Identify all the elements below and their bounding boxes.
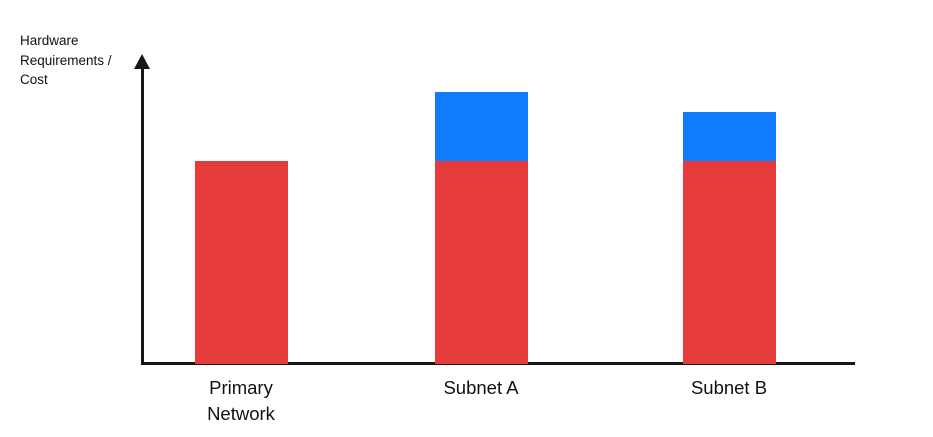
bar-segment-subnet-additional-cost-subnet-b [682, 112, 776, 161]
bar-segment-base-hardware-cost-subnet-a [434, 161, 528, 364]
bar-segment-subnet-additional-cost-subnet-a [434, 91, 528, 161]
x-tick-label-primary-network: Primary Network [207, 377, 275, 424]
y-axis [141, 64, 144, 365]
x-tick-label-subnet-a: Subnet A [443, 377, 519, 398]
bar-segment-base-hardware-cost-primary-network [194, 161, 288, 364]
x-tick-label-subnet-b: Subnet B [690, 377, 768, 398]
bar-segment-base-hardware-cost-subnet-b [682, 161, 776, 364]
y-axis-arrow-icon [134, 54, 150, 69]
y-axis-label: Hardware Requirements / Cost [20, 33, 112, 87]
